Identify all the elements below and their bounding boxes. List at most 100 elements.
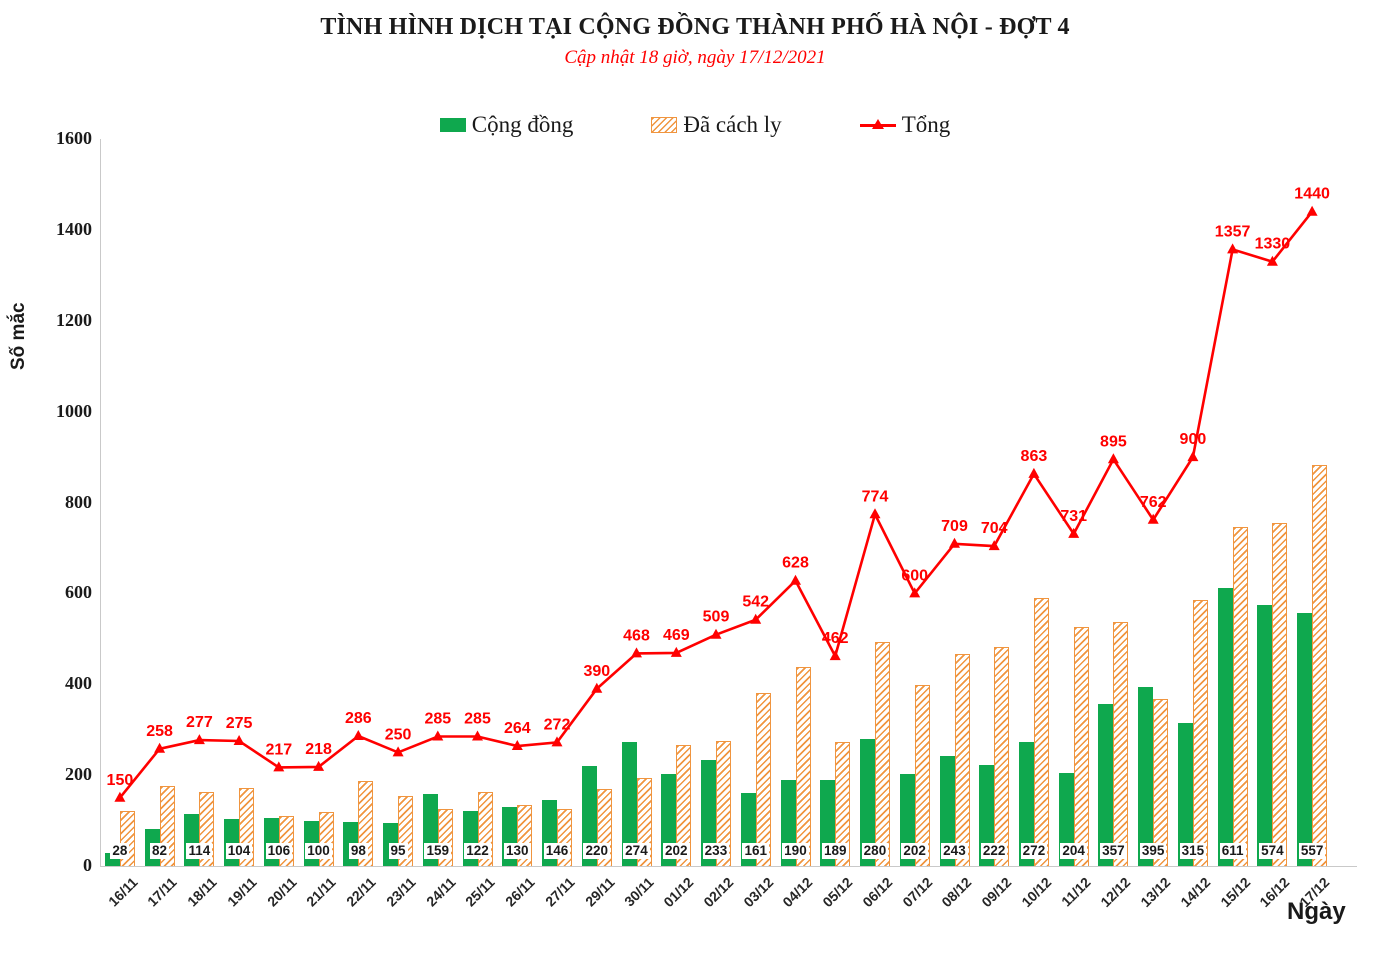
total-marker-icon: [591, 682, 603, 693]
x-tick-label: 19/11: [223, 874, 260, 910]
total-marker-icon: [273, 761, 285, 772]
quarantined-swatch-icon: [651, 117, 678, 133]
total-value-label: 272: [544, 716, 571, 733]
bar-value-label: 98: [339, 842, 379, 860]
bar-community: [581, 766, 597, 866]
total-marker-icon: [670, 646, 682, 657]
bar-value-label: 104: [219, 842, 259, 860]
total-value-label: 150: [107, 772, 134, 789]
bar-value-text: 611: [1219, 843, 1246, 859]
total-value-label: 275: [226, 715, 253, 732]
x-tick-label: 08/12: [938, 874, 975, 911]
bar-value-label: 233: [696, 842, 736, 860]
x-tick-label: 29/11: [581, 874, 618, 910]
x-tick-label: 11/12: [1058, 874, 1095, 910]
total-value-label: 218: [305, 741, 332, 758]
total-marker-icon: [352, 730, 364, 740]
bar-value-label: 204: [1054, 842, 1094, 860]
x-tick-label: 13/12: [1137, 874, 1174, 911]
total-marker-icon: [1107, 453, 1119, 464]
total-marker-icon: [790, 574, 801, 585]
x-tick-label: 23/11: [382, 874, 419, 910]
bar-value-text: 222: [980, 843, 1008, 859]
total-marker-icon: [829, 650, 841, 661]
plot-area: 28 82 114 104 106 100 98 95 159 122 130 146 220 274 20…: [100, 139, 1332, 866]
bar-value-text: 202: [662, 843, 690, 859]
bar-value-label: 202: [895, 842, 935, 860]
x-tick-label: 14/12: [1177, 874, 1214, 911]
total-value-label: 1357: [1215, 223, 1251, 240]
total-marker-icon: [869, 508, 881, 519]
x-tick-label: 27/11: [541, 874, 578, 910]
chart-title: TÌNH HÌNH DỊCH TẠI CỘNG ĐỒNG THÀNH PHỐ H…: [320, 14, 1070, 40]
total-value-label: 731: [1060, 508, 1087, 525]
bar-quarantined: [1232, 527, 1248, 866]
bar-value-label: 122: [458, 842, 498, 860]
bar-value-label: 190: [776, 842, 816, 860]
total-value-label: 542: [742, 594, 769, 611]
bar-value-text: 106: [265, 843, 293, 859]
bar-value-text: 202: [901, 843, 928, 859]
x-tick-label: 10/12: [1018, 874, 1055, 911]
bar-quarantined: [1073, 626, 1089, 866]
total-value-label: 285: [424, 711, 451, 728]
total-marker-icon: [432, 730, 444, 741]
total-marker-icon: [233, 735, 245, 745]
x-tick-label: 05/12: [819, 874, 856, 911]
total-marker-icon: [949, 537, 960, 548]
bar-value-text: 104: [225, 843, 253, 859]
x-tick-label: 24/11: [422, 874, 459, 910]
x-tick-label: 17/11: [144, 874, 180, 910]
total-marker-icon: [392, 746, 404, 757]
total-marker-icon: [551, 736, 563, 747]
bar-value-text: 98: [348, 843, 368, 859]
x-tick-label: 18/11: [184, 874, 220, 910]
bar-value-text: 161: [742, 843, 769, 859]
bar-value-text: 557: [1298, 843, 1326, 859]
total-marker-icon: [1187, 451, 1199, 462]
x-tick-label: 30/11: [621, 874, 657, 910]
total-value-label: 285: [464, 711, 491, 728]
bar-community: [1018, 742, 1034, 866]
bar-value-text: 272: [1020, 843, 1048, 859]
bar-quarantined: [1153, 699, 1169, 866]
legend-label-total: Tổng: [901, 112, 951, 137]
bar-quarantined: [954, 654, 970, 866]
total-value-label: 509: [703, 609, 730, 626]
x-tick-label: 25/11: [462, 874, 498, 910]
bar-quarantined: [1312, 464, 1328, 866]
total-marker-icon: [1068, 527, 1080, 538]
y-tick-label: 400: [65, 673, 92, 694]
bar-quarantined: [875, 641, 890, 866]
x-tick-label: 02/12: [700, 874, 737, 911]
bar-value-text: 574: [1259, 843, 1286, 859]
total-value-label: 895: [1100, 433, 1127, 450]
bar-value-text: 130: [503, 843, 531, 859]
bar-community: [1257, 605, 1273, 866]
total-line: [118, 210, 1314, 799]
total-value-label: 217: [265, 741, 292, 758]
x-tick-label: 04/12: [779, 874, 816, 911]
bar-quarantined: [716, 740, 731, 866]
total-value-label: 277: [186, 714, 213, 731]
bar-community: [701, 760, 716, 866]
bar-value-text: 233: [702, 843, 730, 859]
x-tick-label: 26/11: [502, 874, 538, 910]
x-tick-label: 12/12: [1097, 874, 1134, 911]
total-marker-icon: [988, 540, 1000, 551]
total-line-swatch-icon: [859, 119, 896, 131]
bar-quarantined: [914, 685, 930, 866]
bar-quarantined: [835, 742, 851, 866]
x-axis-title: Ngày: [1287, 898, 1346, 925]
bar-value-text: 243: [941, 843, 968, 859]
x-tick-label: 01/12: [660, 874, 697, 911]
bar-value-label: 611: [1213, 842, 1253, 860]
total-value-label: 462: [822, 630, 849, 647]
total-marker-icon: [511, 740, 523, 750]
chart-subtitle: Cập nhật 18 giờ, ngày 17/12/2021: [564, 47, 826, 68]
bar-value-label: 161: [736, 842, 776, 860]
x-axis-line: [100, 866, 1357, 867]
bar-value-label: 159: [418, 842, 458, 860]
y-tick-label: 200: [65, 764, 92, 785]
total-marker-icon: [114, 791, 126, 802]
